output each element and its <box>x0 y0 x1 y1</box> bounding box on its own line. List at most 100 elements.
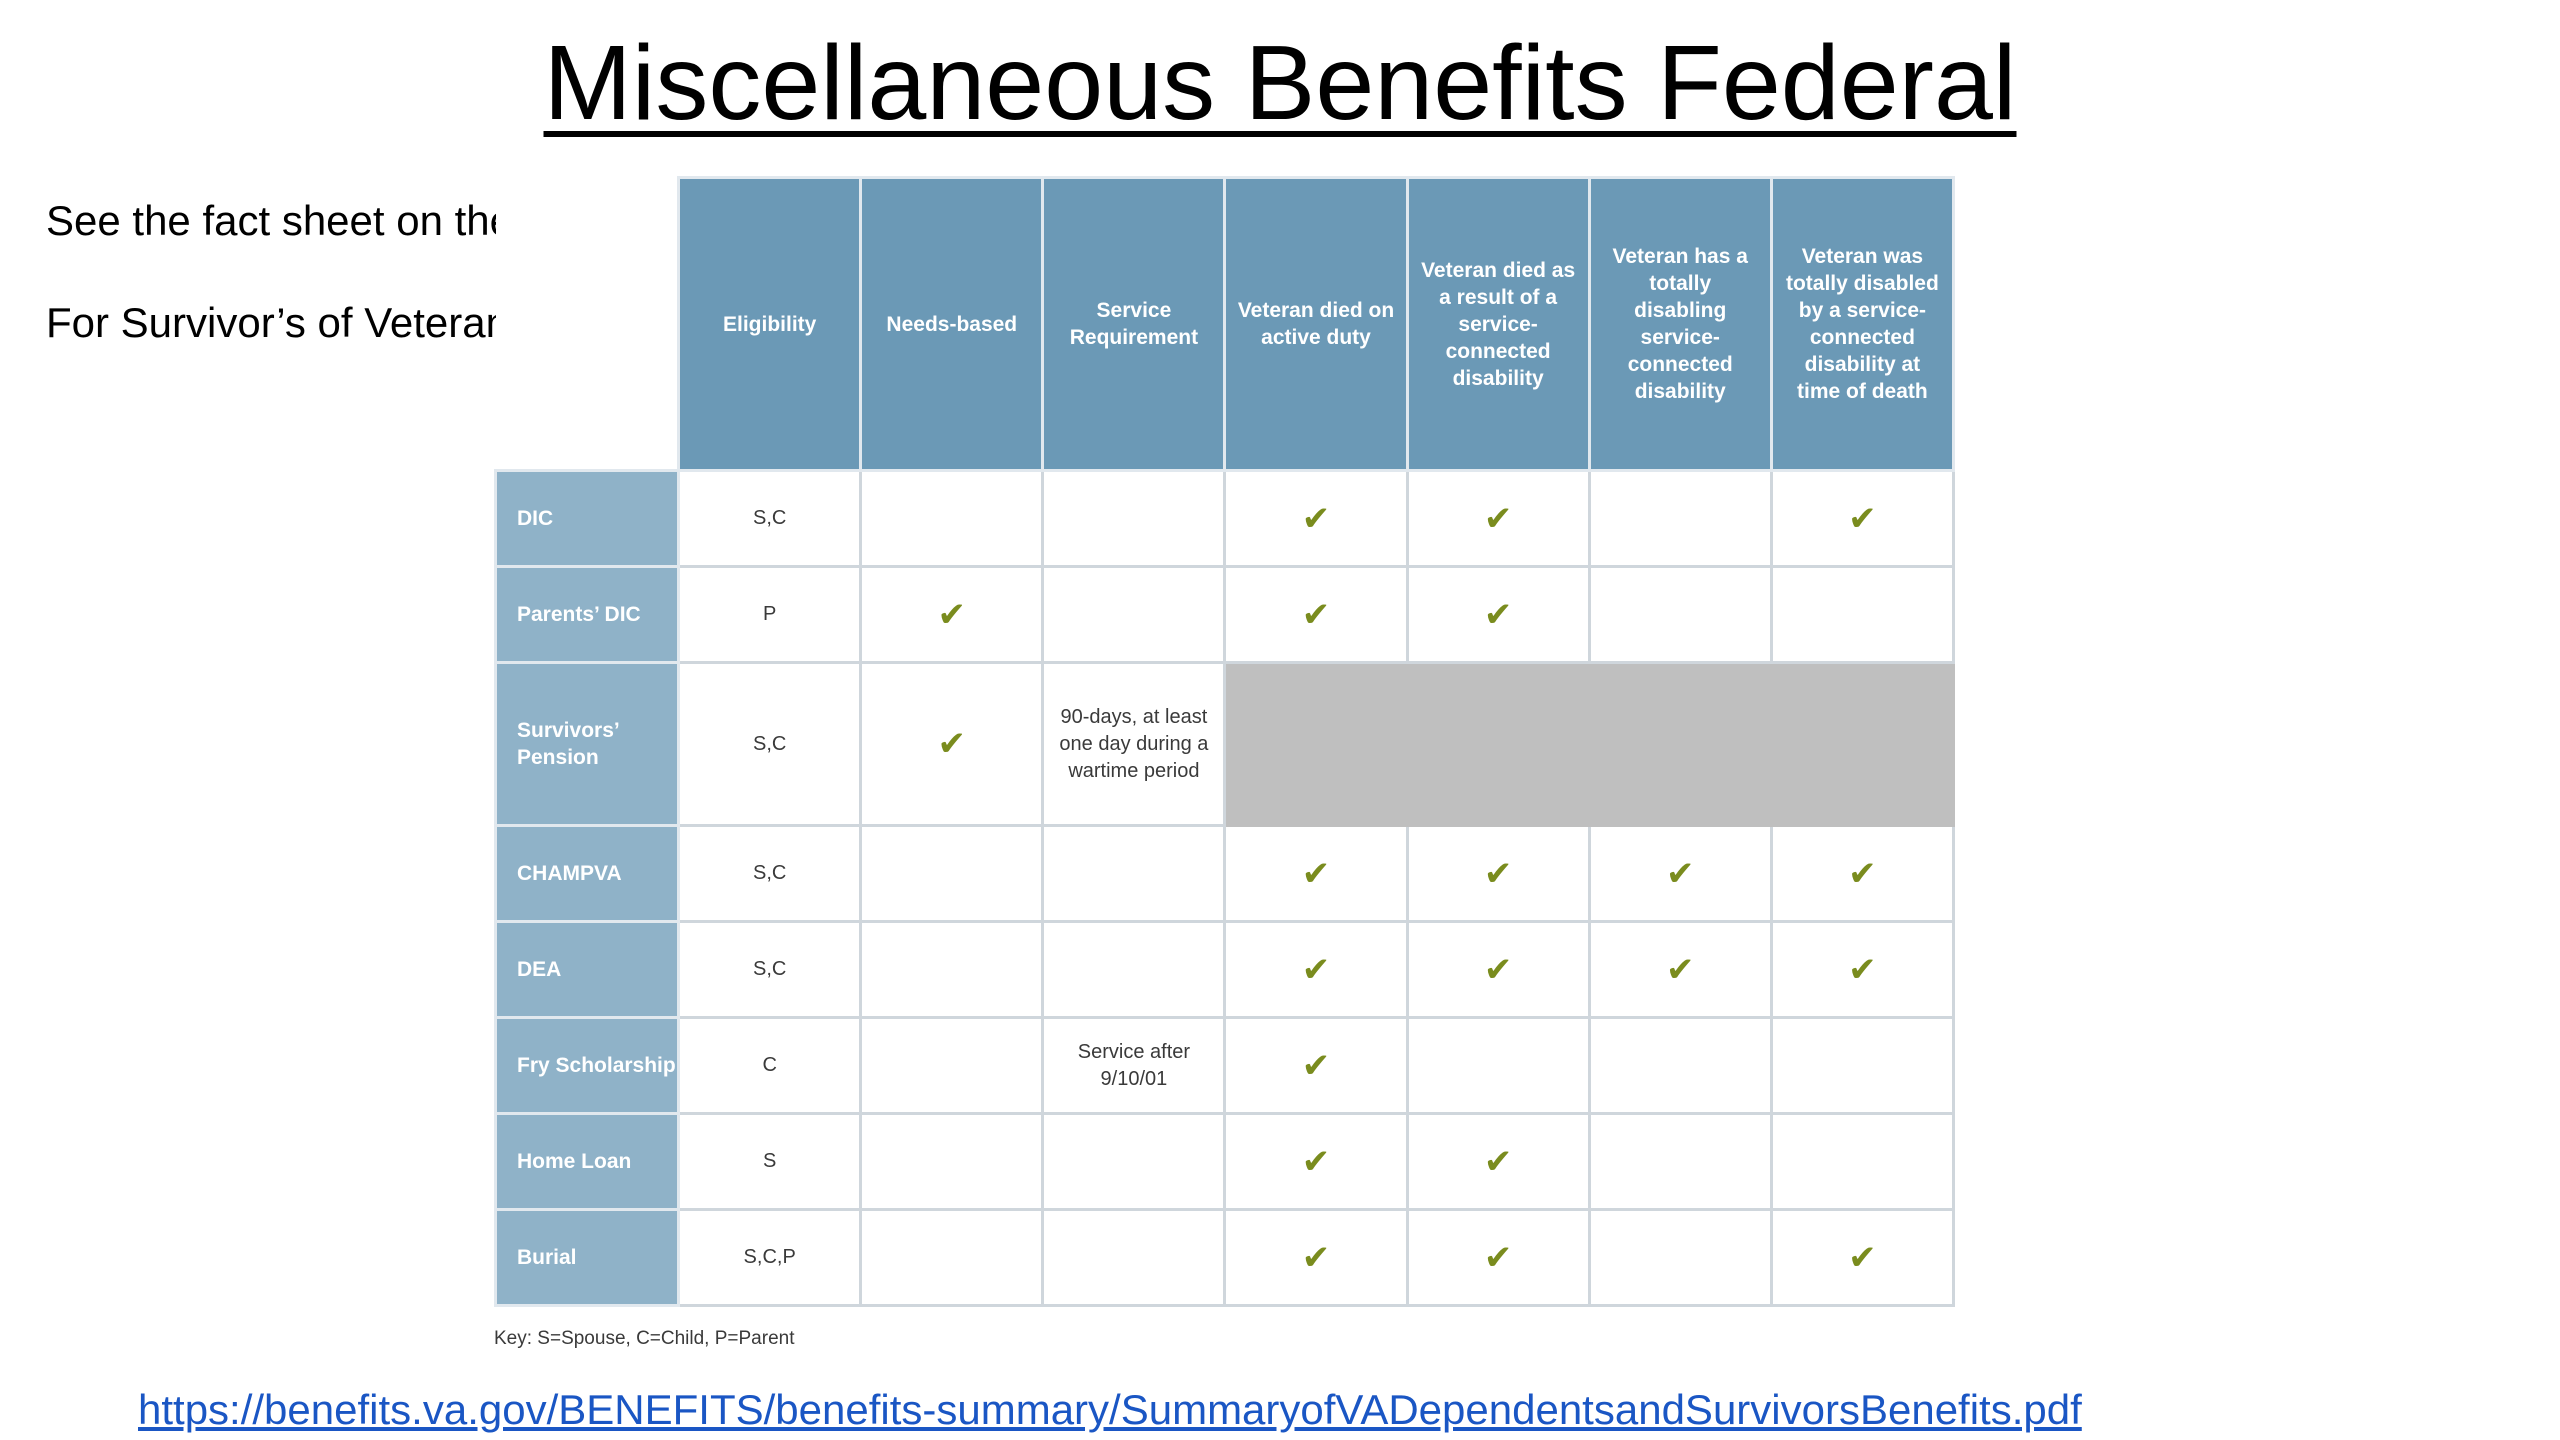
header-died-active-duty: Veteran died on active duty <box>1223 176 1409 472</box>
check-mark-icon: ✔ <box>1483 1142 1513 1181</box>
totally-disabling-cell <box>1587 1016 1773 1115</box>
service-requirement-cell <box>1041 1208 1227 1307</box>
totally-disabling-cell: ✔ <box>1587 824 1773 923</box>
check-mark-icon: ✔ <box>1301 595 1331 634</box>
check-mark-icon: ✔ <box>1483 499 1513 538</box>
needs-based-cell <box>859 1016 1045 1115</box>
table-row: Home Loan S ✔ ✔ <box>493 1112 1956 1211</box>
totally-disabled-at-death-cell <box>1769 1112 1956 1211</box>
service-requirement-cell <box>1041 1112 1227 1211</box>
totally-disabled-at-death-cell: ✔ <box>1769 920 1956 1019</box>
eligibility-cell: S,C <box>677 920 863 1019</box>
check-mark-icon: ✔ <box>1301 1142 1331 1181</box>
died-active-duty-cell: ✔ <box>1223 1112 1409 1211</box>
died-service-connected-cell <box>1405 1016 1591 1115</box>
table-row: CHAMPVA S,C ✔ ✔ ✔ ✔ <box>493 824 1956 923</box>
check-mark-icon: ✔ <box>1301 1238 1331 1277</box>
needs-based-cell <box>859 824 1045 923</box>
service-requirement-cell <box>1041 920 1227 1019</box>
header-totally-disabling: Veteran has a totally disabling service-… <box>1587 176 1773 472</box>
header-totally-disabled-at-death: Veteran was totally disabled by a servic… <box>1769 176 1956 472</box>
service-requirement-cell: 90-days, at least one day during a warti… <box>1041 661 1227 827</box>
survivors-note: For Survivor’s of Veterans. <box>46 299 542 346</box>
table-row: Parents’ DIC P ✔ ✔ ✔ <box>493 565 1956 664</box>
header-needs-based: Needs-based <box>859 176 1045 472</box>
table-row: DIC S,C ✔ ✔ ✔ <box>493 469 1956 568</box>
totally-disabling-cell <box>1587 469 1773 568</box>
check-mark-icon: ✔ <box>1483 1238 1513 1277</box>
source-link[interactable]: https://benefits.va.gov/BENEFITS/benefit… <box>138 1386 2082 1433</box>
died-active-duty-cell: ✔ <box>1223 824 1409 923</box>
table-row: DEA S,C ✔ ✔ ✔ ✔ <box>493 920 1956 1019</box>
eligibility-cell: C <box>677 1016 863 1115</box>
check-mark-icon: ✔ <box>1848 499 1877 538</box>
row-label-champva: CHAMPVA <box>493 824 681 923</box>
check-mark-icon: ✔ <box>1301 1046 1331 1085</box>
table-row: Fry Scholarship C Service after 9/10/01 … <box>493 1016 1956 1115</box>
died-active-duty-cell: ✔ <box>1223 1016 1409 1115</box>
header-died-service-connected: Veteran died as a result of a service-co… <box>1405 176 1591 472</box>
check-mark-icon: ✔ <box>1665 854 1695 893</box>
needs-based-cell <box>859 920 1045 1019</box>
eligibility-cell: S <box>677 1112 863 1211</box>
totally-disabling-cell <box>1587 565 1773 664</box>
needs-based-cell <box>859 1112 1045 1211</box>
header-service-requirement: Service Requirement <box>1041 176 1227 472</box>
check-mark-icon: ✔ <box>1483 854 1513 893</box>
died-active-duty-cell: ✔ <box>1223 1208 1409 1307</box>
died-service-connected-cell: ✔ <box>1405 920 1591 1019</box>
table-row: Burial S,C,P ✔ ✔ ✔ <box>493 1208 1956 1307</box>
totally-disabling-cell <box>1587 1208 1773 1307</box>
table-corner <box>495 177 679 471</box>
totally-disabled-at-death-cell: ✔ <box>1769 469 1956 568</box>
eligibility-cell: P <box>677 565 863 664</box>
check-mark-icon: ✔ <box>1483 595 1513 634</box>
totally-disabling-cell: ✔ <box>1587 920 1773 1019</box>
check-mark-icon: ✔ <box>1301 499 1331 538</box>
row-label-home-loan: Home Loan <box>493 1112 681 1211</box>
service-requirement-cell: Service after 9/10/01 <box>1041 1016 1227 1115</box>
eligibility-cell: S,C <box>677 824 863 923</box>
totally-disabled-at-death-cell: ✔ <box>1769 1208 1956 1307</box>
check-mark-icon: ✔ <box>1301 854 1331 893</box>
row-label-burial: Burial <box>493 1208 681 1307</box>
row-label-dic: DIC <box>493 469 681 568</box>
row-label-fry-scholarship: Fry Scholarship <box>493 1016 681 1115</box>
check-mark-icon: ✔ <box>1665 950 1695 989</box>
table-row: Survivors’ Pension S,C ✔ 90-days, at lea… <box>493 661 1955 827</box>
row-label-dea: DEA <box>493 920 681 1019</box>
eligibility-cell: S,C <box>677 661 863 827</box>
totally-disabled-at-death-cell <box>1769 1016 1956 1115</box>
died-active-duty-cell: ✔ <box>1223 469 1409 568</box>
service-requirement-cell <box>1041 565 1227 664</box>
died-active-duty-cell: ✔ <box>1223 565 1409 664</box>
table-header-row: Eligibility Needs-based Service Requirem… <box>495 176 1956 472</box>
totally-disabled-at-death-cell <box>1769 565 1956 664</box>
died-service-connected-cell: ✔ <box>1405 824 1591 923</box>
died-service-connected-cell: ✔ <box>1405 469 1591 568</box>
table-key: Key: S=Spouse, C=Child, P=Parent <box>494 1328 795 1349</box>
check-mark-icon: ✔ <box>937 725 967 763</box>
needs-based-cell: ✔ <box>859 565 1045 664</box>
needs-based-cell: ✔ <box>859 661 1045 827</box>
header-eligibility: Eligibility <box>677 176 863 472</box>
needs-based-cell <box>859 469 1045 568</box>
service-requirement-cell <box>1041 469 1227 568</box>
needs-based-cell <box>859 1208 1045 1307</box>
check-mark-icon: ✔ <box>1848 1238 1877 1277</box>
check-mark-icon: ✔ <box>1848 854 1877 893</box>
died-active-duty-cell: ✔ <box>1223 920 1409 1019</box>
service-requirement-cell <box>1041 824 1227 923</box>
died-service-connected-cell: ✔ <box>1405 1208 1591 1307</box>
benefits-table: Eligibility Needs-based Service Requirem… <box>493 176 1956 1307</box>
check-mark-icon: ✔ <box>937 595 967 634</box>
eligibility-cell: S,C <box>677 469 863 568</box>
eligibility-cell: S,C,P <box>677 1208 863 1307</box>
totally-disabled-at-death-cell: ✔ <box>1769 824 1956 923</box>
died-service-connected-cell: ✔ <box>1405 565 1591 664</box>
not-applicable-block <box>1223 661 1955 827</box>
slide-title: Miscellaneous Benefits Federal <box>543 24 2017 142</box>
check-mark-icon: ✔ <box>1483 950 1513 989</box>
row-label-parents-dic: Parents’ DIC <box>493 565 681 664</box>
row-label-survivors-pension: Survivors’ Pension <box>493 661 681 827</box>
